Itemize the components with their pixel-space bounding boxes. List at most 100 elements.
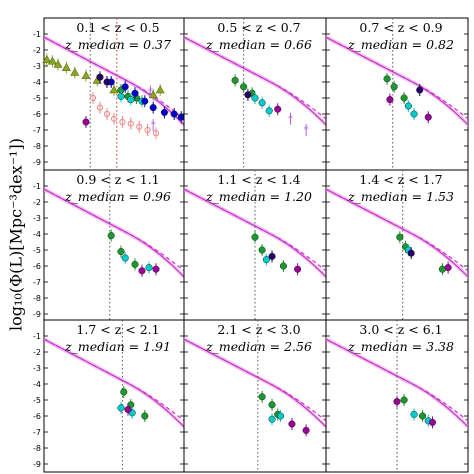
y-axis-label: log₁₀(Φ(L)[Mpc⁻³dex⁻¹]) (6, 137, 26, 332)
panel-1: * * 0.1 < z < 0.5 z_median = 0.37 -1 -2 -3 -4 -5… (33, 17, 185, 171)
data-point (82, 118, 90, 126)
data-point (149, 104, 157, 112)
y-tick-label: -7 (33, 278, 41, 287)
data-point (152, 130, 160, 137)
data-point (124, 406, 132, 414)
panel-median: z_median = 0.96 (64, 189, 171, 204)
y-tick-label: -6 (33, 110, 41, 119)
fit-line-dashed (43, 338, 185, 422)
panel-frame (325, 17, 469, 171)
data-point (138, 267, 146, 275)
data-point (103, 110, 111, 118)
y-tick-label: -8 (33, 142, 41, 151)
panel-median: z_median = 3.38 (347, 339, 454, 354)
data-point: * (148, 88, 153, 98)
panel-median: z_median = 0.37 (64, 37, 171, 52)
data-point (120, 388, 128, 396)
panel-8: 2.1 < z < 3.0 z_median = 2.56 (183, 319, 327, 473)
panel-title: 0.9 < z < 1.1 (76, 172, 159, 187)
panel-title: 1.7 < z < 2.1 (76, 322, 159, 337)
data-point (42, 54, 52, 63)
data-point (117, 92, 125, 100)
data-point (419, 412, 427, 420)
data-point: * (288, 115, 293, 125)
fit-band (184, 336, 326, 430)
y-tick-label: -8 (33, 294, 41, 303)
data-point (96, 104, 104, 111)
data-point (262, 256, 270, 264)
panel-frame (43, 319, 185, 473)
y-tick-label: -9 (33, 460, 41, 469)
y-tick-label: -8 (33, 444, 41, 453)
data-point (109, 85, 119, 94)
y-tick-label: -2 (33, 198, 41, 207)
panel-title: 2.1 < z < 3.0 (217, 322, 300, 337)
panel-frame (43, 169, 185, 323)
data-point (258, 393, 266, 401)
data-point (117, 404, 125, 412)
panel-frame (183, 319, 327, 473)
data-point (410, 410, 418, 418)
data-point (274, 105, 282, 113)
data-point (416, 86, 424, 94)
y-tick-label: -5 (33, 246, 41, 255)
y-tick-label: -2 (33, 46, 41, 55)
panel-median: z_median = 2.56 (205, 339, 312, 354)
data-point (141, 97, 149, 105)
panel-title: 1.1 < z < 1.4 (217, 172, 300, 187)
y-tick-label: -2 (33, 348, 41, 357)
y-tick-label: -7 (33, 126, 41, 135)
panel-median: z_median = 0.82 (347, 37, 454, 52)
data-point (121, 254, 129, 262)
data-point (160, 108, 168, 116)
fit-band (326, 336, 468, 430)
data-point (393, 398, 401, 406)
y-tick-label: -6 (33, 412, 41, 421)
fit-line-dashed (43, 36, 185, 120)
data-point (47, 56, 57, 65)
data-point (410, 110, 418, 118)
y-tick-label: -9 (33, 310, 41, 319)
data-point (400, 396, 408, 404)
data-point (386, 96, 394, 104)
panel-5: 1.1 < z < 1.4 z_median = 1.20 (183, 169, 327, 323)
panel-6: 1.4 < z < 1.7 z_median = 1.53 (325, 169, 469, 323)
y-tick-label: -9 (33, 158, 41, 167)
y-tick-label: -6 (33, 262, 41, 271)
data-point (144, 126, 151, 134)
y-tick-label: -5 (33, 396, 41, 405)
y-tick-label: -7 (33, 428, 41, 437)
data-point (110, 115, 118, 122)
data-point (428, 418, 437, 426)
data-point (265, 107, 273, 115)
data-point (141, 412, 149, 420)
data-point (251, 94, 259, 102)
data-point (288, 420, 296, 428)
fit-band (44, 186, 184, 280)
data-point (396, 233, 404, 241)
data-point (424, 113, 432, 121)
y-tick-label: -3 (33, 364, 41, 373)
data-point (277, 412, 285, 420)
data-point (117, 248, 125, 256)
data-point (131, 260, 139, 268)
data-point (400, 94, 408, 102)
y-tick-label: -4 (33, 380, 41, 389)
y-tick-label: -4 (33, 78, 41, 87)
fit-line-dashed (325, 188, 469, 272)
fit-band (184, 34, 326, 128)
data-point (268, 401, 276, 409)
data-point (81, 70, 91, 79)
panel-2: * * 0.5 < z < 0.7 z_median = 0.66 (183, 17, 327, 171)
data-point (145, 264, 153, 272)
data-point (258, 246, 266, 254)
fit-line-dashed (183, 36, 327, 120)
data-point (96, 73, 104, 81)
panel-median: z_median = 0.66 (205, 37, 312, 52)
y-tick-label: -1 (33, 182, 41, 191)
fit-line-dashed (325, 36, 469, 120)
data-point (170, 110, 178, 118)
panel-title: 0.5 < z < 0.7 (217, 20, 300, 35)
panel-7: 1.7 < z < 2.1 z_median = 1.91 -1 -2 -3 -4 -5 -6… (33, 319, 185, 473)
